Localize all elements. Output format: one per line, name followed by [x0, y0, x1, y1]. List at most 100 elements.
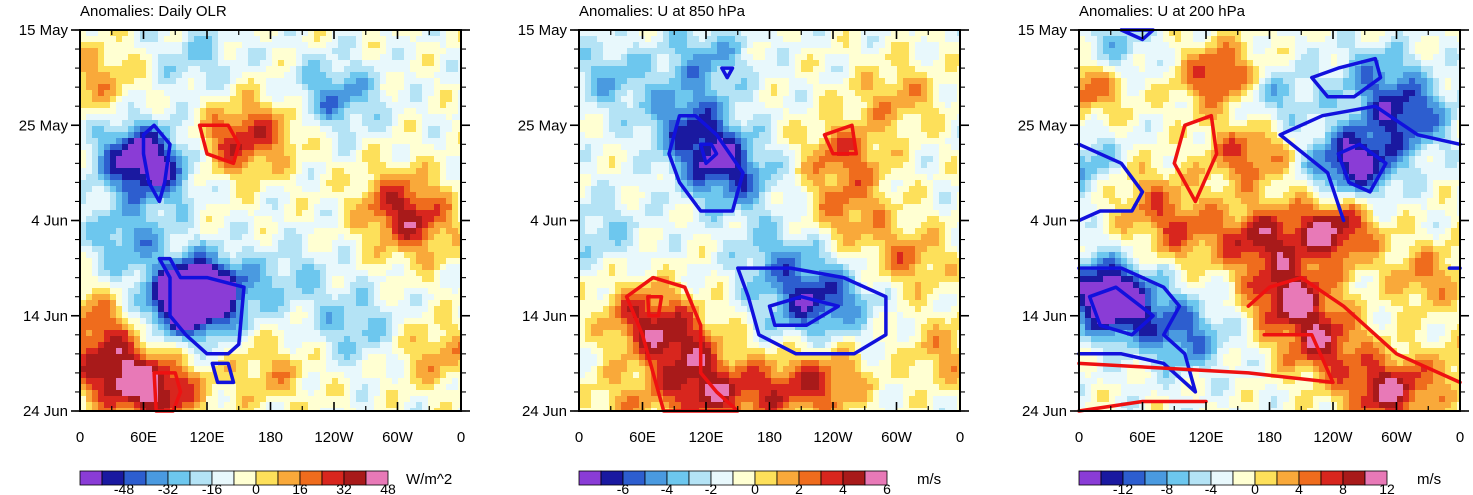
field-cell	[134, 342, 141, 349]
field-cell	[398, 126, 405, 133]
field-cell	[80, 42, 87, 49]
field-cell	[308, 264, 315, 271]
field-cell	[134, 282, 141, 289]
field-cell	[152, 366, 159, 373]
field-cell	[230, 90, 237, 97]
field-cell	[332, 408, 339, 412]
field-cell	[398, 114, 405, 121]
field-cell	[266, 144, 273, 151]
field-cell	[831, 72, 838, 79]
field-cell	[350, 60, 357, 67]
field-cell	[344, 396, 351, 403]
field-cell	[308, 120, 315, 127]
field-cell	[278, 96, 285, 103]
field-cell	[242, 354, 249, 361]
field-cell	[266, 306, 273, 313]
field-cell	[170, 168, 177, 175]
field-cell	[380, 318, 387, 325]
field-cell	[182, 210, 189, 217]
field-cell	[344, 366, 351, 373]
field-cell	[362, 204, 369, 211]
field-cell	[374, 216, 381, 223]
field-cell	[278, 180, 285, 187]
field-cell	[783, 78, 790, 85]
field-cell	[651, 54, 658, 61]
field-cell	[122, 354, 129, 361]
field-cell	[92, 156, 99, 163]
field-cell	[194, 102, 201, 109]
field-cell	[284, 186, 291, 193]
field-cell	[452, 210, 459, 217]
field-cell	[194, 162, 201, 169]
field-cell	[849, 54, 856, 61]
field-cell	[807, 96, 814, 103]
field-cell	[434, 84, 441, 91]
field-cell	[428, 264, 435, 271]
field-cell	[807, 84, 814, 91]
field-cell	[266, 42, 273, 49]
field-cell	[272, 246, 279, 253]
field-cell	[446, 384, 453, 391]
field-cell	[434, 174, 441, 181]
field-cell	[368, 300, 375, 307]
field-cell	[579, 78, 586, 85]
field-cell	[164, 60, 171, 67]
field-cell	[170, 174, 177, 181]
field-cell	[452, 390, 459, 397]
field-cell	[585, 54, 592, 61]
field-cell	[422, 240, 429, 247]
field-cell	[765, 30, 772, 37]
field-cell	[356, 390, 363, 397]
field-cell	[164, 402, 171, 409]
field-cell	[224, 390, 231, 397]
field-cell	[92, 102, 99, 109]
field-cell	[248, 180, 255, 187]
field-cell	[248, 174, 255, 181]
field-cell	[272, 300, 279, 307]
field-cell	[825, 66, 832, 73]
field-cell	[290, 174, 297, 181]
field-cell	[164, 282, 171, 289]
field-cell	[621, 60, 628, 67]
field-cell	[440, 72, 447, 79]
field-cell	[98, 294, 105, 301]
field-cell	[344, 66, 351, 73]
field-cell	[332, 72, 339, 79]
field-cell	[356, 294, 363, 301]
field-cell	[200, 54, 207, 61]
field-cell	[242, 252, 249, 259]
field-cell	[609, 102, 616, 109]
field-cell	[434, 318, 441, 325]
field-cell	[92, 30, 99, 37]
field-cell	[675, 54, 682, 61]
field-cell	[344, 54, 351, 61]
field-cell	[585, 78, 592, 85]
field-cell	[152, 324, 159, 331]
field-cell	[308, 72, 315, 79]
field-cell	[92, 252, 99, 259]
field-cell	[356, 198, 363, 205]
positive-contour	[152, 371, 183, 413]
field-cell	[128, 294, 135, 301]
field-cell	[146, 30, 153, 37]
field-cell	[236, 42, 243, 49]
field-cell	[272, 348, 279, 355]
field-cell	[675, 36, 682, 43]
field-cell	[104, 114, 111, 121]
field-cell	[404, 366, 411, 373]
field-cell	[104, 228, 111, 235]
field-cell	[452, 306, 459, 313]
field-cell	[110, 402, 117, 409]
field-cell	[446, 336, 453, 343]
field-cell	[440, 252, 447, 259]
field-cell	[374, 204, 381, 211]
field-cell	[368, 294, 375, 301]
field-cell	[284, 138, 291, 145]
field-cell	[404, 60, 411, 67]
field-cell	[741, 42, 748, 49]
field-cell	[434, 108, 441, 115]
field-cell	[242, 228, 249, 235]
field-cell	[452, 186, 459, 193]
field-cell	[657, 78, 664, 85]
field-cell	[446, 372, 453, 379]
